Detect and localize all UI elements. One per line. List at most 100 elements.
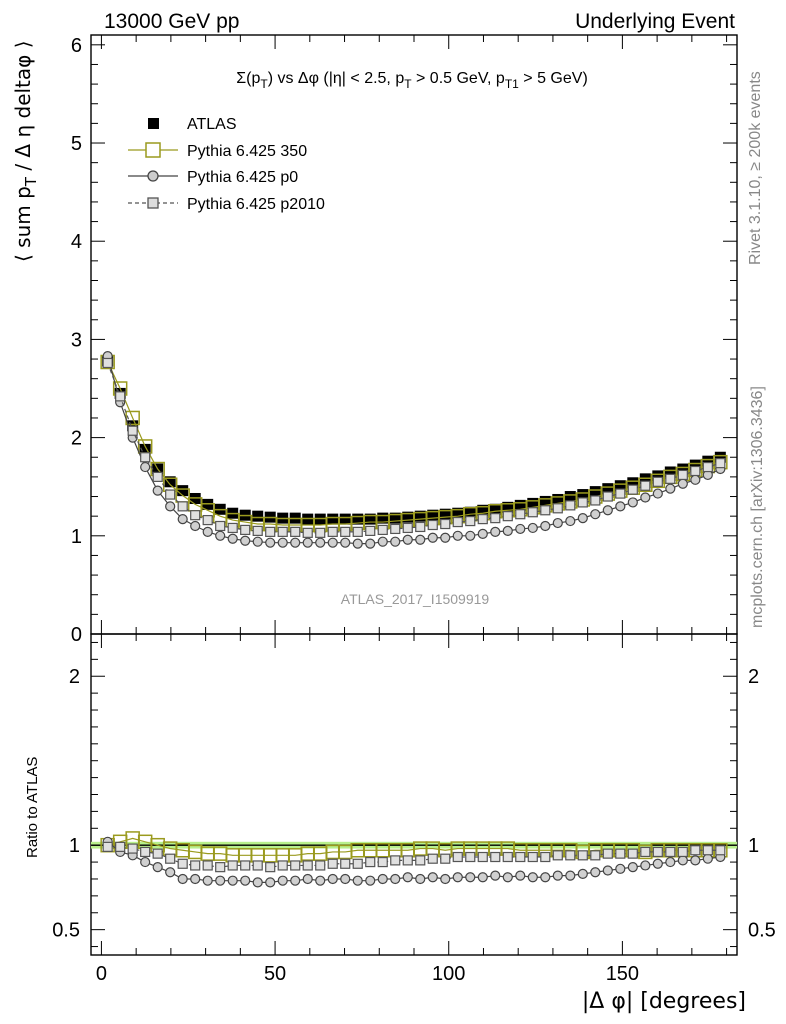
x-tick-label: 150 [606,963,639,985]
point-pythia-6-425-p0 [552,517,563,529]
point-pythia-6-425-p0 [465,872,476,883]
point-pythia-6-425-p0 [315,537,326,548]
point-pythia-6-425-p2010 [252,525,263,536]
point-pythia-6-425-p2010 [290,860,301,871]
axis-ticks: 0 50 100 150 0 1 2 3 4 5 6 0.5 0.5 1 1 2 2 [52,35,776,985]
point-atlas [502,501,514,513]
point-pythia-6-425-p0 [477,528,488,539]
point-pythia-6-425-p2010 [477,514,488,525]
point-pythia-6-425-p2010 [677,469,688,481]
point-pythia-6-425-p0 [240,875,251,886]
point-pythia-6-425-p0 [552,870,563,881]
point-atlas [364,513,376,525]
point-pythia-6-425-p0 [452,530,463,541]
point-pythia-6-425-p2010 [252,860,263,871]
point-pythia-6-425-p0 [652,858,663,869]
point-pythia-6-425-p2010 [515,851,526,863]
point-pythia-6-425-p0 [690,474,701,485]
point-pythia-6-425-p2010 [440,518,451,530]
point-pythia-6-425-p0 [315,875,326,886]
ratio-y-axis-title: Ratio to ATLAS [24,757,41,858]
point-pythia-6-425-p2010 [315,860,326,871]
point-pythia-6-425-p0 [290,875,301,886]
point-atlas [177,485,189,497]
point-pythia-6-425-p2010 [240,860,251,871]
point-pythia-6-425-p0 [677,855,688,866]
point-pythia-6-425-p0 [140,461,151,473]
point-pythia-6-425-p2010 [490,513,501,524]
legend-marker-atlas [148,118,159,129]
point-atlas [377,512,389,524]
point-pythia-6-425-p2010 [452,516,463,528]
point-pythia-6-425-p2010 [152,471,163,482]
y-tick-label: 1 [71,526,82,548]
point-pythia-6-425-p2010 [377,856,388,868]
point-pythia-6-425-p2010 [327,858,338,869]
point-pythia-6-425-p2010 [427,853,438,864]
point-atlas [439,508,451,520]
point-pythia-6-425-p0 [490,870,501,881]
main-series [100,351,728,549]
point-pythia-6-425-p2010 [565,850,576,861]
point-pythia-6-425-p2010 [652,846,663,858]
point-pythia-6-425-p2010 [402,522,413,534]
point-pythia-6-425-p2010 [652,476,663,487]
point-pythia-6-425-p0 [377,873,388,885]
point-pythia-6-425-p0 [502,525,513,536]
legend-label-p0: Pythia 6.425 p0 [187,169,298,186]
legend-label-atlas: ATLAS [187,116,237,133]
point-pythia-6-425-p2010 [602,848,613,859]
point-pythia-6-425-p2010 [690,465,701,477]
legend-marker-p0 [147,170,159,182]
point-pythia-6-425-p2010 [227,522,238,534]
point-pythia-6-425-p0 [390,873,401,885]
point-pythia-6-425-p0 [227,533,238,544]
point-atlas [427,509,439,521]
point-pythia-6-425-p0 [340,873,351,885]
ratio-series [100,831,728,888]
point-pythia-6-425-p0 [427,532,438,543]
point-pythia-6-425-p2010 [602,491,613,502]
point-pythia-6-425-p0 [652,488,663,499]
point-atlas [577,489,589,501]
point-pythia-6-425-p2010 [640,480,651,491]
ratio-y-tick-label-right: 2 [748,666,759,688]
point-pythia-6-425-p2010 [115,391,126,402]
point-pythia-6-425-p2010 [190,860,201,871]
point-pythia-6-425-p0 [527,522,538,534]
point-pythia-6-425-p2010 [565,500,576,511]
point-pythia-6-425-p2010 [127,425,138,436]
point-pythia-6-425-p2010 [277,526,288,537]
point-pythia-6-425-p0 [327,873,338,885]
point-atlas [352,513,364,525]
ratio-y-tick-label-right: 1 [748,835,759,857]
point-pythia-6-425-p0 [527,872,538,883]
point-pythia-6-425-p0 [502,872,513,883]
point-pythia-6-425-p0 [627,497,638,508]
point-pythia-6-425-p2010 [165,853,176,864]
point-pythia-6-425-p0 [240,535,251,546]
point-pythia-6-425-p2010 [690,845,701,856]
point-pythia-6-425-p2010 [277,860,288,871]
point-pythia-6-425-p0 [590,867,601,878]
point-pythia-6-425-p2010 [477,851,488,863]
point-pythia-6-425-p0 [540,872,551,883]
point-pythia-6-425-p2010 [315,527,326,538]
point-pythia-6-425-p2010 [165,489,176,500]
point-pythia-6-425-p2010 [415,855,426,866]
header-right: Underlying Event [575,10,735,33]
point-atlas [252,510,264,522]
point-pythia-6-425-p2010 [715,845,726,856]
point-pythia-6-425-p0 [202,526,213,537]
point-pythia-6-425-p2010 [540,505,551,516]
point-pythia-6-425-p2010 [202,860,213,871]
point-atlas [614,480,626,492]
point-pythia-6-425-p2010 [215,520,226,532]
point-pythia-6-425-p0 [190,520,201,532]
point-pythia-6-425-p0 [252,877,263,888]
point-pythia-6-425-p0 [427,872,438,883]
main-y-axis-title: ⟨ sum pT / Δ η deltaφ ⟩ [11,40,40,262]
point-pythia-6-425-p0 [402,872,413,883]
legend-label-350: Pythia 6.425 350 [187,143,307,160]
